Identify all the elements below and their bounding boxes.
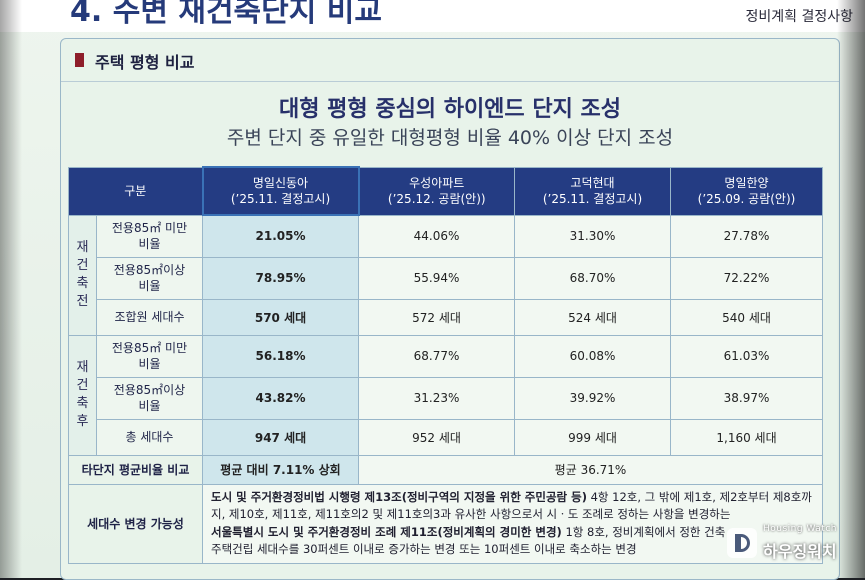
- card-header: 주택 평형 비교: [61, 39, 839, 82]
- table-row: 세대수 변경 가능성 도시 및 주거환경정비법 시행령 제13조(정비구역의 지…: [68, 483, 823, 564]
- table-cell: 524 세대: [514, 298, 671, 336]
- table-cell: 31.30%: [514, 214, 671, 258]
- row-label: 전용85㎡이상 비율: [96, 256, 203, 300]
- table-cell: 38.97%: [670, 376, 823, 420]
- header-date: (’25.09. 공람(안)): [697, 192, 796, 206]
- table-cell: 60.08%: [514, 334, 671, 378]
- row-label: 전용85㎡ 미만 비율: [96, 334, 203, 378]
- table-cell: 평균 36.71%: [358, 454, 823, 485]
- housing-watch-logo-icon: [727, 528, 757, 558]
- header-col-woosung: 우성아파트 (’25.12. 공람(안)): [358, 166, 515, 216]
- table-cell: 1,160 세대: [670, 418, 823, 456]
- table-cell: 68.70%: [514, 256, 671, 300]
- header-name: 고덕현대: [570, 176, 615, 190]
- headline-primary: 대형 평형 중심의 하이엔드 단지 조성: [279, 97, 621, 122]
- header-date: (’25.12. 공람(안)): [387, 192, 486, 206]
- header-name: 명일신동아: [252, 176, 309, 190]
- table-row: 전용85㎡이상 비율 78.95% 55.94% 68.70% 72.22%: [69, 256, 823, 300]
- row-label: 타단지 평균비율 비교: [68, 454, 203, 485]
- header-date: (’25.11. 결정고시): [542, 192, 643, 206]
- group-label-before: 재 건 축 전: [68, 214, 97, 336]
- screen-edge-left: [0, 0, 22, 578]
- row-label: 전용85㎡ 미만 비율: [96, 214, 203, 258]
- table-cell: 572 세대: [358, 298, 515, 336]
- card-title: 주택 평형 비교: [95, 53, 195, 72]
- row-label: 총 세대수: [96, 418, 203, 456]
- table-row: 재 건 축 후 전용85㎡ 미만 비율 56.18% 68.77% 60.08%…: [68, 334, 823, 456]
- table-cell: 44.06%: [358, 214, 515, 258]
- table-cell: 39.92%: [514, 376, 671, 420]
- table-cell: 21.05%: [202, 214, 359, 258]
- headline-secondary: 주변 단지 중 유일한 대형평형 비율 40% 이상 단지 조성: [226, 127, 674, 149]
- group-label-after: 재 건 축 후: [68, 334, 97, 456]
- table-row: 전용85㎡이상 비율 43.82% 31.23% 39.92% 38.97%: [69, 376, 823, 420]
- row-label: 세대수 변경 가능성: [68, 483, 203, 564]
- watermark-en: Housing Watch: [763, 524, 837, 534]
- table-cell: 540 세대: [670, 298, 823, 336]
- table-row: 총 세대수 947 세대 952 세대 999 세대 1,160 세대: [69, 418, 823, 456]
- row-label: 전용85㎡이상 비율: [96, 376, 203, 420]
- note-text: 도시 및 주거환경정비법 시행령 제13조(정비구역의 지정을 위한 주민공람 …: [202, 483, 823, 564]
- comparison-table: 구분 명일신동아 (’25.11. 결정고시) 우성아파트 (’25.12. 공…: [68, 166, 823, 564]
- table-cell: 55.94%: [358, 256, 515, 300]
- header-col-myeongil-sindonga: 명일신동아 (’25.11. 결정고시): [201, 166, 360, 216]
- table-row: 조합원 세대수 570 세대 572 세대 524 세대 540 세대: [69, 298, 823, 336]
- table-cell: 72.22%: [670, 256, 823, 300]
- header-col-godeok-hyundai: 고덕현대 (’25.11. 결정고시): [514, 166, 671, 216]
- table-cell: 68.77%: [358, 334, 515, 378]
- table-cell: 570 세대: [202, 298, 359, 336]
- screen-edge-right: [837, 0, 865, 578]
- table-cell: 952 세대: [358, 418, 515, 456]
- table-cell: 78.95%: [202, 256, 359, 300]
- watermark: Housing Watch 하우징워치: [727, 518, 847, 564]
- table-row: 재 건 축 전 전용85㎡ 미만 비율 21.05% 44.06% 31.30%…: [68, 214, 823, 336]
- table-cell: 999 세대: [514, 418, 671, 456]
- row-label: 조합원 세대수: [96, 298, 203, 336]
- table-cell: 평균 대비 7.11% 상회: [202, 454, 359, 485]
- watermark-ko: 하우징워치: [763, 542, 837, 561]
- header-name: 우성아파트: [409, 176, 465, 190]
- header-date: (’25.11. 결정고시): [230, 192, 331, 206]
- table-row: 타단지 평균비율 비교 평균 대비 7.11% 상회 평균 36.71%: [68, 454, 823, 485]
- bullet-marker-icon: [75, 53, 84, 67]
- table-cell: 43.82%: [202, 376, 359, 420]
- table-cell: 947 세대: [202, 418, 359, 456]
- section-subtitle: 정비계획 결정사항: [745, 9, 854, 25]
- section-title: 4. 주변 재건축단지 비교: [70, 0, 383, 29]
- table-cell: 56.18%: [202, 334, 359, 378]
- slide-header-band: 4. 주변 재건축단지 비교 정비계획 결정사항: [0, 0, 865, 32]
- header-col-myeongil-hanyang: 명일한양 (’25.09. 공람(안)): [670, 166, 823, 216]
- table-cell: 27.78%: [670, 214, 823, 258]
- header-corner: 구분: [68, 166, 203, 216]
- table-cell: 61.03%: [670, 334, 823, 378]
- table-header-row: 구분 명일신동아 (’25.11. 결정고시) 우성아파트 (’25.12. 공…: [68, 166, 823, 216]
- table-cell: 31.23%: [358, 376, 515, 420]
- header-name: 명일한양: [724, 176, 769, 190]
